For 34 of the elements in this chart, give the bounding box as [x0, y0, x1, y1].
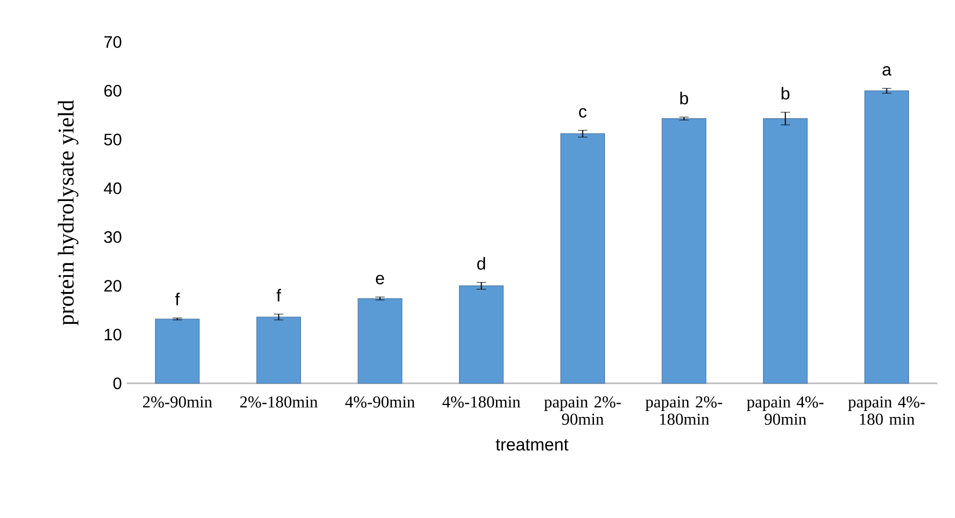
bar	[358, 298, 402, 384]
annotation: f	[276, 288, 282, 302]
y-tick-label: 50	[104, 134, 122, 146]
x-tick-label: 2%-180min	[240, 396, 318, 408]
bar	[256, 316, 301, 384]
x-tick-label: 4%-180min	[442, 396, 520, 408]
x-tick-label: papain 2%-180min	[646, 396, 722, 425]
y-tick-label: 0	[113, 377, 122, 390]
bar	[763, 118, 808, 384]
annotation: d	[477, 257, 486, 270]
annotation: b	[782, 86, 790, 100]
x-tick-label: 4%-90min	[345, 396, 415, 408]
annotation: e	[376, 274, 384, 284]
annotation: b	[680, 92, 688, 104]
bar	[560, 133, 605, 384]
annotation: f	[175, 292, 180, 306]
x-tick-label: papain 4%-180 min	[848, 396, 925, 425]
y-tick-label: 70	[104, 36, 122, 48]
y-tick-label: 20	[104, 280, 122, 292]
x-tick-label: papain 2%-90min	[544, 396, 621, 425]
y-axis-title: protein hydrolysate yield	[58, 100, 78, 326]
x-tick-label: papain 4%-90min	[746, 396, 824, 425]
bar	[459, 286, 504, 384]
y-tick-label: 60	[104, 84, 122, 97]
annotation: c	[579, 108, 587, 118]
annotation: a	[882, 66, 892, 76]
x-axis-title: treatment	[496, 439, 568, 451]
y-tick-label: 30	[104, 231, 122, 243]
bar	[155, 318, 200, 384]
bar	[864, 90, 909, 384]
x-tick-label: 2%-90min	[143, 396, 212, 408]
y-tick-label: 40	[104, 182, 122, 194]
bar	[662, 118, 706, 384]
y-tick-label: 10	[104, 328, 122, 340]
